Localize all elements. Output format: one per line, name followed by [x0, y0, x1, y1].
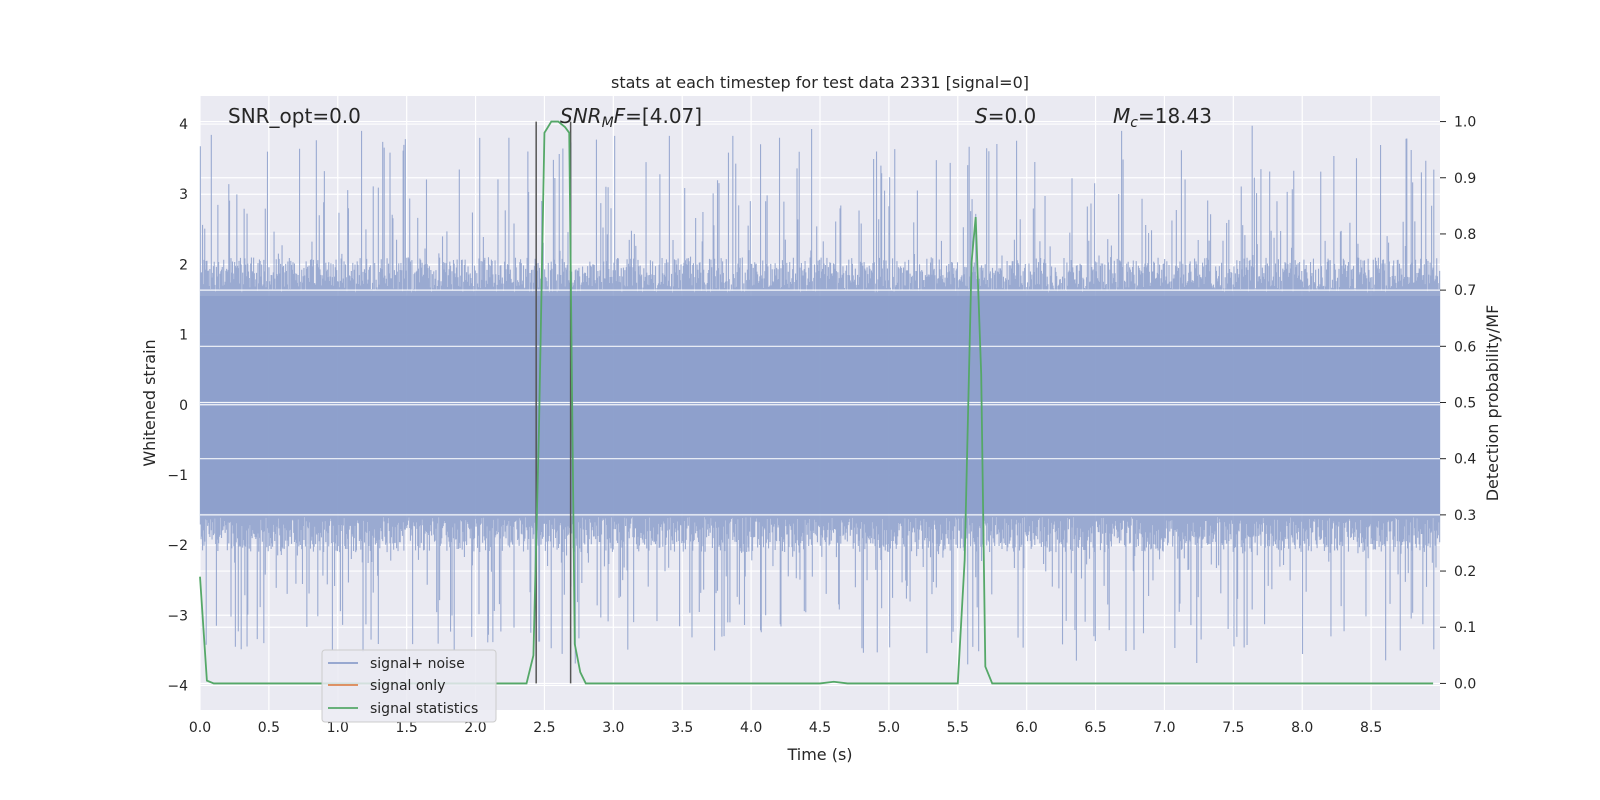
y-left-tick-label-4: 0: [179, 398, 188, 414]
y-axis-left-ticks: −4 −3 −2 −1 0 1 2 3 4: [167, 117, 188, 694]
x-tick-label-13: 6.5: [1084, 720, 1106, 736]
y-right-tick-label-3: 0.3: [1454, 508, 1476, 524]
annotation-snr-mf: SNRMF=[4.07]: [560, 104, 702, 131]
chart-title: stats at each timestep for test data 233…: [611, 73, 1029, 92]
x-tick-label-3: 1.5: [396, 720, 418, 736]
x-tick-label-2: 1.0: [327, 720, 349, 736]
x-tick-label-16: 8.0: [1291, 720, 1313, 736]
y-right-tick-label-1: 0.1: [1454, 620, 1476, 636]
x-tick-label-8: 4.0: [740, 720, 762, 736]
annotation-mc: Mc=18.43: [1113, 104, 1212, 131]
x-axis-label: Time (s): [786, 745, 852, 764]
x-tick-label-12: 6.0: [1016, 720, 1038, 736]
x-tick-label-9: 4.5: [809, 720, 831, 736]
y-axis-right-label: Detection probability/MF: [1483, 305, 1502, 502]
y-right-tick-label-5: 0.5: [1454, 395, 1476, 411]
y-left-tick-label-8: 4: [179, 117, 188, 133]
annotation-snr-opt: SNR_opt=0.0: [228, 104, 361, 128]
x-tick-label-17: 8.5: [1360, 720, 1382, 736]
y-right-tick-label-4: 0.4: [1454, 452, 1476, 468]
y-right-tick-label-2: 0.2: [1454, 564, 1476, 580]
x-tick-label-10: 5.0: [878, 720, 900, 736]
x-tick-label-1: 0.5: [258, 720, 280, 736]
x-tick-label-5: 2.5: [533, 720, 555, 736]
annotation-s: S=0.0: [975, 104, 1036, 128]
y-right-tick-label-8: 0.8: [1454, 227, 1476, 243]
y-left-tick-label-1: −3: [167, 608, 188, 624]
y-right-tick-label-6: 0.6: [1454, 339, 1476, 355]
y-axis-left-label: Whitened strain: [140, 339, 159, 466]
x-tick-label-15: 7.5: [1222, 720, 1244, 736]
x-tick-label-6: 3.0: [602, 720, 624, 736]
y-left-tick-label-5: 1: [179, 328, 188, 344]
legend-label-signal-statistics: signal statistics: [370, 701, 478, 717]
x-tick-label-0: 0.0: [189, 720, 211, 736]
y-left-tick-label-7: 3: [179, 187, 188, 203]
y-left-tick-label-2: −2: [167, 538, 188, 554]
y-axis-right-ticks: 0.0 0.1 0.2 0.3 0.4 0.5 0.6 0.7 0.8 0.9 1.0: [1440, 115, 1476, 692]
y-right-tick-label-10: 1.0: [1454, 115, 1476, 131]
y-right-tick-label-9: 0.9: [1454, 171, 1476, 187]
noise-series: [199, 125, 1441, 665]
y-left-tick-label-0: −4: [167, 678, 188, 694]
x-tick-label-7: 3.5: [671, 720, 693, 736]
legend-box: [321, 649, 497, 723]
x-axis-ticks: 0.0 0.5 1.0 1.5 2.0 2.5 3.0 3.5 4.0 4.5 5.0 5.5 6.0 6…: [189, 720, 1382, 736]
x-tick-label-11: 5.5: [947, 720, 969, 736]
legend: signal+ noise signal only signal statist…: [321, 649, 497, 723]
legend-label-signal-noise: signal+ noise: [370, 656, 465, 672]
y-left-tick-label-6: 2: [179, 257, 188, 273]
y-right-tick-label-0: 0.0: [1454, 676, 1476, 692]
legend-label-signal-only: signal only: [370, 678, 445, 694]
x-tick-label-14: 7.0: [1153, 720, 1175, 736]
x-tick-label-4: 2.0: [464, 720, 486, 736]
y-left-tick-label-3: −1: [167, 468, 188, 484]
y-right-tick-label-7: 0.7: [1454, 283, 1476, 299]
